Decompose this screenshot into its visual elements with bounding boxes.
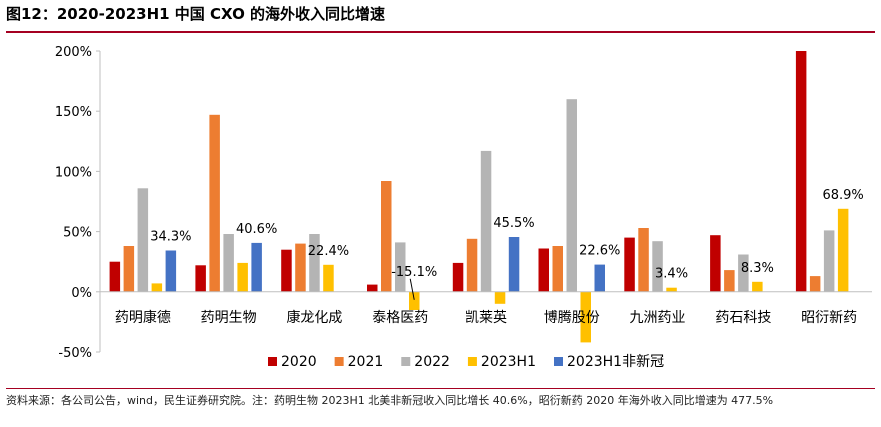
- bar-2023H1-九洲药业: [666, 287, 677, 292]
- legend-label: 2023H1: [481, 354, 536, 370]
- bar-2023H1-昭衍新药: [837, 208, 849, 292]
- legend-label: 2020: [281, 354, 317, 370]
- bar-2020-药石科技: [710, 235, 721, 292]
- bar-2021-康龙化成: [295, 243, 306, 292]
- y-tick-label: 200%: [55, 45, 92, 60]
- bar-2023H1非新冠-药明康德: [165, 250, 177, 292]
- bar-2020-昭衍新药: [795, 51, 807, 292]
- data-label: 3.4%: [655, 267, 688, 282]
- bar-2020-药明生物: [195, 265, 206, 292]
- bar-2022-药明生物: [223, 234, 234, 292]
- category-label: 药明康德: [115, 309, 171, 326]
- bar-2023H1非新冠-博腾股份: [594, 264, 605, 292]
- data-label: 22.4%: [308, 244, 349, 259]
- data-label: 22.6%: [579, 244, 620, 259]
- bar-2022-九洲药业: [652, 241, 663, 292]
- legend-swatch: [334, 357, 344, 366]
- data-label: -15.1%: [391, 265, 437, 280]
- legend-swatch: [268, 357, 277, 366]
- bar-2020-九洲药业: [624, 237, 635, 292]
- data-label-leader: [409, 278, 415, 300]
- category-label: 药明生物: [201, 310, 257, 326]
- source-note: 资料来源：各公司公告，wind，民生证券研究院。注：药明生物 2023H1 北美…: [6, 394, 774, 407]
- bars-layer: [109, 51, 849, 343]
- bar-2021-药明康德: [123, 246, 135, 292]
- data-label: 68.9%: [822, 188, 863, 203]
- chart-title: 图12：2020-2023H1 中国 CXO 的海外收入同比增速: [6, 5, 386, 23]
- legend-swatch: [554, 357, 563, 366]
- bar-2020-凯莱英: [452, 262, 464, 292]
- bar-2023H1-博腾股份: [580, 291, 591, 343]
- data-label: 34.3%: [150, 230, 191, 245]
- category-label: 药石科技: [715, 310, 771, 326]
- category-label: 康龙化成: [286, 309, 342, 326]
- bar-2020-博腾股份: [538, 248, 549, 292]
- bar-2022-昭衍新药: [823, 230, 835, 292]
- legend: 2020 2021 2022 2023H1 2023H1非新冠: [268, 354, 664, 370]
- legend-label: 2023H1非新冠: [567, 354, 664, 370]
- bar-2021-昭衍新药: [809, 276, 821, 292]
- category-label: 昭衍新药: [801, 310, 857, 326]
- bar-2022-凯莱英: [480, 150, 492, 292]
- bar-2020-泰格医药: [367, 284, 378, 292]
- data-label: 8.3%: [741, 261, 774, 276]
- data-label: 40.6%: [236, 222, 277, 237]
- bar-2022-泰格医药: [395, 242, 406, 292]
- title-rule: [6, 31, 875, 33]
- bar-2021-博腾股份: [552, 246, 563, 292]
- bar-2023H1-药石科技: [752, 281, 763, 292]
- y-tick-label: 0%: [71, 286, 92, 301]
- bar-2023H1非新冠-凯莱英: [508, 237, 520, 292]
- y-tick-label: 50%: [63, 226, 92, 241]
- data-labels-layer: 34.3% 40.6% 22.4% -15.1% 45.5% 22.6% 3.4% 8.3% 6…: [150, 188, 864, 300]
- bar-2023H1非新冠-药明生物: [251, 242, 262, 292]
- bar-2021-药石科技: [724, 270, 735, 292]
- bar-2023H1-康龙化成: [323, 264, 334, 292]
- source-rule: [6, 388, 875, 389]
- data-label: 45.5%: [493, 216, 534, 231]
- bar-2021-药明生物: [209, 114, 220, 292]
- bar-2022-康龙化成: [309, 234, 320, 292]
- legend-swatch: [467, 357, 477, 366]
- bar-2023H1-凯莱英: [494, 291, 506, 304]
- bar-2023H1-药明生物: [237, 262, 248, 292]
- bar-2023H1-泰格医药: [409, 291, 420, 310]
- category-label: 泰格医药: [372, 310, 428, 326]
- bar-2022-药石科技: [738, 254, 749, 292]
- legend-label: 2021: [348, 354, 384, 370]
- bar-2021-凯莱英: [466, 238, 478, 292]
- bar-2023H1-药明康德: [151, 283, 163, 292]
- bar-2022-药明康德: [137, 188, 149, 292]
- category-label: 九洲药业: [630, 310, 686, 326]
- bar-2021-九洲药业: [638, 228, 649, 292]
- y-tick-label: 100%: [55, 165, 92, 180]
- bar-2022-博腾股份: [566, 99, 577, 292]
- legend-label: 2022: [414, 354, 450, 370]
- bar-2020-康龙化成: [281, 249, 292, 292]
- bar-2020-药明康德: [109, 261, 121, 292]
- category-label: 凯莱英: [465, 309, 507, 326]
- category-label: 博腾股份: [544, 309, 600, 326]
- bar-2021-泰格医药: [381, 181, 392, 292]
- y-tick-label: -50%: [58, 346, 92, 361]
- y-tick-label: 150%: [55, 105, 92, 120]
- legend-swatch: [401, 357, 411, 366]
- axes-layer: -50% 0% 50% 100% 150% 200% 药明康德 药明生物 康龙化成 泰格医药 凯莱英…: [55, 45, 872, 361]
